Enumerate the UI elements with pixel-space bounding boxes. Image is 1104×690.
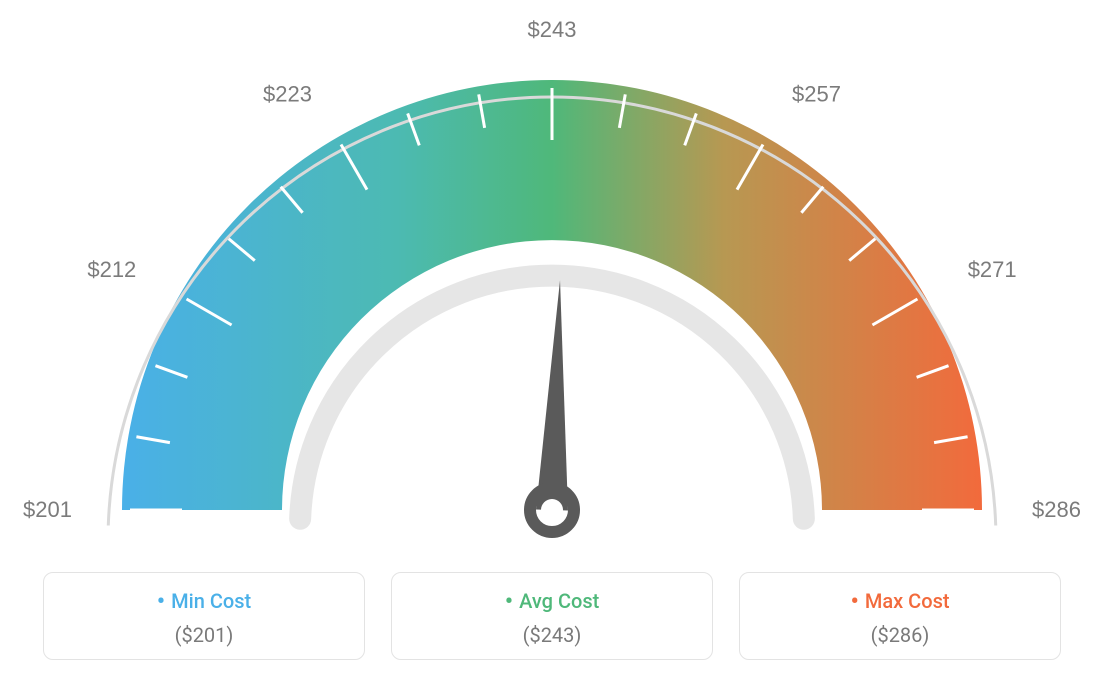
tick-label: $201 xyxy=(23,497,72,522)
legend-avg-label: Avg Cost xyxy=(402,587,702,615)
legend-card-avg: Avg Cost ($243) xyxy=(391,572,713,660)
tick-label: $212 xyxy=(87,257,136,282)
gauge-needle xyxy=(536,280,568,510)
tick-label: $223 xyxy=(263,81,312,106)
legend-min-label: Min Cost xyxy=(54,587,354,615)
tick-label: $271 xyxy=(968,257,1017,282)
tick-label: $257 xyxy=(792,81,841,106)
legend-card-min: Min Cost ($201) xyxy=(43,572,365,660)
legend-min-value: ($201) xyxy=(54,623,354,647)
cost-gauge-chart: $201 $212 $223 $243 $257 $271 $286 Min Cost ($… xyxy=(0,0,1104,690)
tick-label: $243 xyxy=(528,17,577,42)
legend-max-value: ($286) xyxy=(750,623,1050,647)
tick-label: $286 xyxy=(1032,497,1081,522)
needle-hub-hole xyxy=(541,499,563,521)
legend-row: Min Cost ($201) Avg Cost ($243) Max Cost… xyxy=(0,572,1104,660)
gauge-svg: $201 $212 $223 $243 $257 $271 $286 xyxy=(0,0,1104,560)
legend-max-label: Max Cost xyxy=(750,587,1050,615)
legend-avg-value: ($243) xyxy=(402,623,702,647)
legend-card-max: Max Cost ($286) xyxy=(739,572,1061,660)
